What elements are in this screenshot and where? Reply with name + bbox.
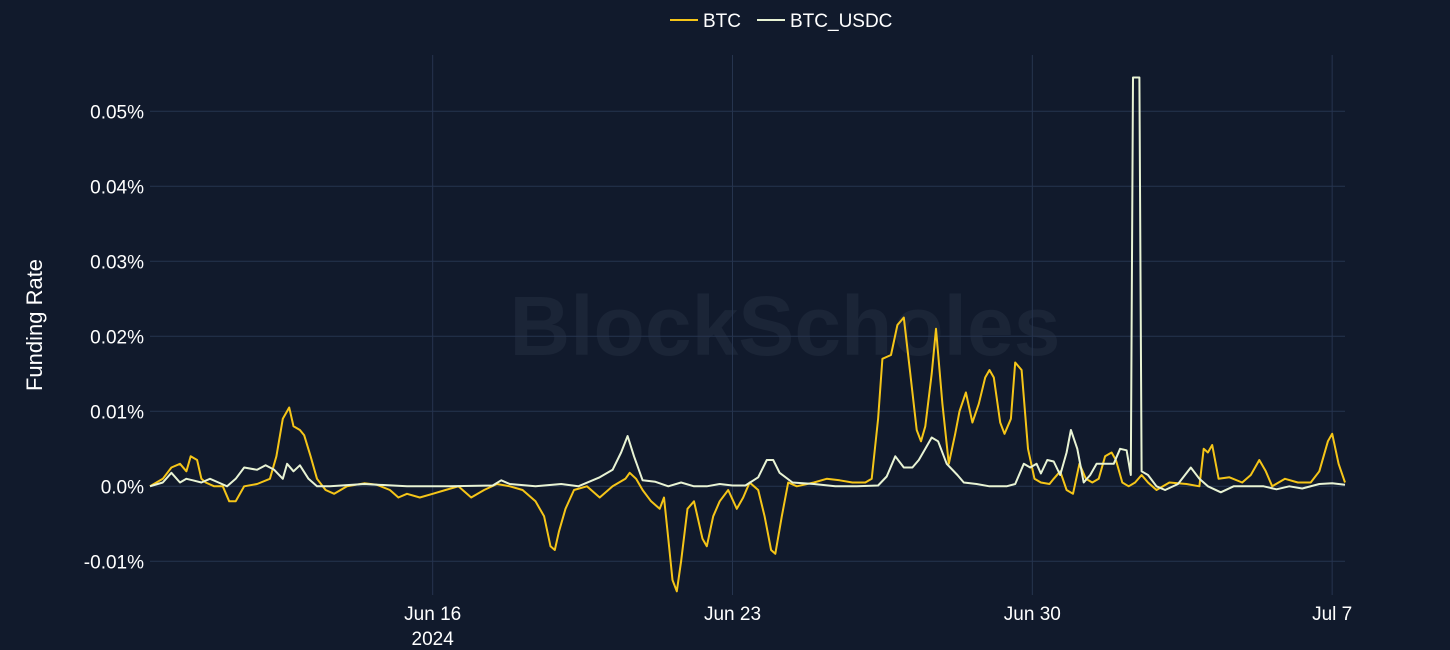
legend-label: BTC: [703, 11, 741, 32]
y-tick-label: 0.02%: [90, 327, 144, 348]
x-tick-sublabel: 2024: [412, 629, 455, 650]
y-tick-label: -0.01%: [84, 552, 144, 573]
series-line-btc-usdc: [149, 76, 1346, 494]
axis-layer: -0.01% 0.0% 0.01% 0.02% 0.03% 0.04% 0.05% Jun 1…: [84, 102, 1352, 650]
y-tick-label: 0.0%: [101, 477, 144, 498]
legend-item-btc-usdc[interactable]: BTC_USDC: [757, 11, 892, 32]
x-tick-label: Jun 16: [404, 604, 461, 625]
legend-item-btc[interactable]: BTC: [670, 11, 741, 32]
y-tick-label: 0.05%: [90, 102, 144, 123]
series-line-btc: [149, 316, 1346, 593]
legend-label: BTC_USDC: [790, 11, 892, 32]
y-tick-label: 0.04%: [90, 177, 144, 198]
legend[interactable]: BTC BTC_USDC: [670, 11, 892, 32]
y-tick-label: 0.01%: [90, 402, 144, 423]
x-tick-label: Jul 7: [1312, 604, 1352, 625]
y-tick-label: 0.03%: [90, 252, 144, 273]
y-axis-title: Funding Rate: [22, 259, 47, 391]
x-tick-label: Jun 30: [1004, 604, 1061, 625]
watermark-layer: BlockScholes: [510, 279, 1061, 373]
series-layer: [149, 76, 1346, 593]
x-tick-label: Jun 23: [704, 604, 761, 625]
watermark-text: BlockScholes: [510, 279, 1061, 373]
